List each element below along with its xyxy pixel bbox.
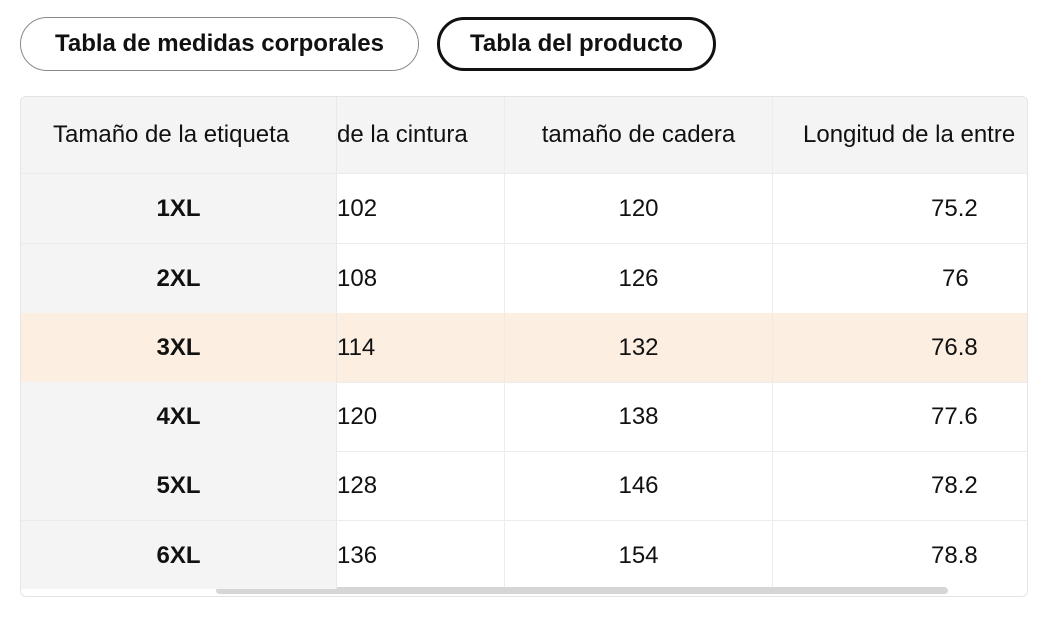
size-table-scroll-area[interactable]: Tamaño de la etiqueta de la cintura tama… — [21, 97, 1027, 589]
inseam-cell: 75.2 — [772, 174, 1027, 243]
size-cell: 3XL — [21, 313, 337, 382]
tab-body-measurements[interactable]: Tabla de medidas corporales — [20, 17, 419, 71]
hip-cell: 120 — [504, 174, 772, 243]
waist-cell: 108 — [337, 264, 378, 292]
table-row: 5XL 128 146 78.2 — [21, 451, 1027, 521]
table-row: 4XL 120 138 77.6 — [21, 382, 1027, 452]
header-hip: tamaño de cadera — [504, 97, 772, 173]
inseam-cell: 76 — [772, 244, 1027, 313]
header-size-label-text: Tamaño de la etiqueta — [53, 121, 290, 148]
hip-cell: 132 — [504, 313, 772, 382]
header-inseam-text: Longitud de la entre — [803, 121, 1016, 148]
tab-product-chart[interactable]: Tabla del producto — [437, 17, 716, 71]
chart-tabs: Tabla de medidas corporales Tabla del pr… — [20, 17, 716, 71]
header-waist: de la cintura — [337, 97, 504, 173]
size-table[interactable]: Tamaño de la etiqueta de la cintura tama… — [20, 96, 1028, 597]
header-inseam: Longitud de la entre — [772, 97, 1027, 173]
inseam-cell: 78.2 — [772, 451, 1027, 520]
waist-cell: 114 — [337, 333, 376, 361]
hip-cell: 138 — [504, 382, 772, 451]
size-cell: 2XL — [21, 244, 337, 313]
table-row: 1XL 102 120 75.2 — [21, 174, 1027, 244]
horizontal-scrollbar[interactable] — [21, 587, 1027, 596]
scrollbar-thumb[interactable] — [216, 587, 948, 594]
header-waist-text: de la cintura — [337, 121, 468, 148]
inseam-cell: 78.8 — [772, 521, 1027, 589]
size-cell: 6XL — [21, 521, 337, 589]
table-header-row: Tamaño de la etiqueta de la cintura tama… — [21, 97, 1027, 174]
header-hip-text: tamaño de cadera — [541, 121, 736, 148]
table-row: 2XL 108 126 76 — [21, 244, 1027, 314]
waist-cell: 120 — [337, 402, 378, 430]
size-cell: 1XL — [21, 174, 337, 243]
header-size-label: Tamaño de la etiqueta — [21, 97, 337, 173]
size-cell: 4XL — [21, 382, 337, 451]
waist-cell: 136 — [337, 542, 378, 569]
waist-cell: 102 — [337, 194, 378, 222]
size-cell: 5XL — [21, 451, 337, 520]
inseam-cell: 76.8 — [772, 313, 1027, 382]
table-row: 6XL 136 154 78.8 — [21, 521, 1027, 589]
hip-cell: 146 — [504, 451, 772, 520]
table-row-highlighted: 3XL 114 132 76.8 — [21, 313, 1027, 383]
inseam-cell: 77.6 — [772, 382, 1027, 451]
waist-cell: 128 — [337, 471, 378, 499]
hip-cell: 126 — [504, 244, 772, 313]
hip-cell: 154 — [504, 521, 772, 589]
